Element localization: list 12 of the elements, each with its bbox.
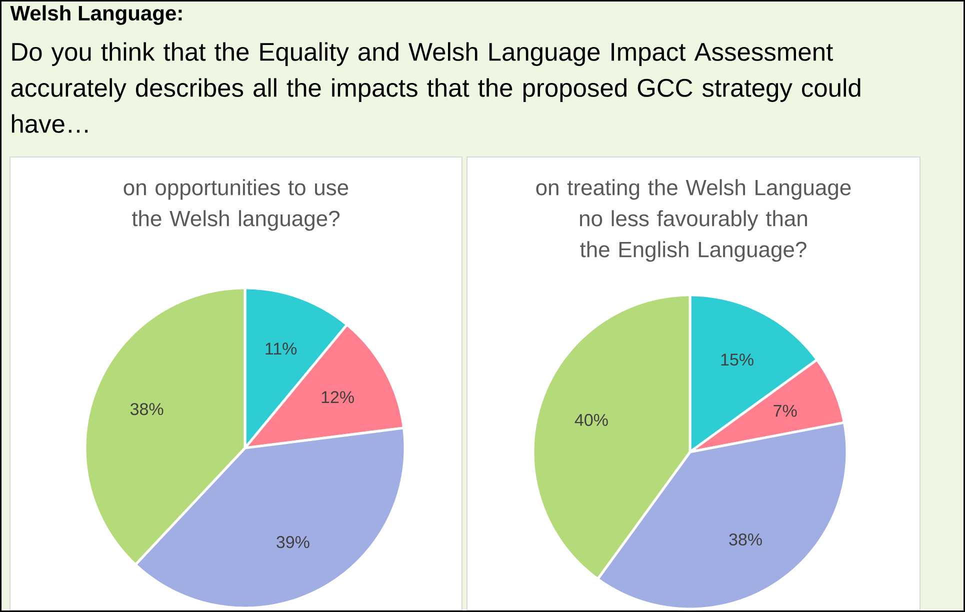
data-label: 12% [322, 391, 354, 404]
data-label: 7% [774, 404, 797, 417]
data-label: 11% [266, 342, 297, 355]
text: Welsh Language: [10, 5, 182, 25]
data-label: 39% [276, 536, 310, 548]
data-label: 38% [130, 403, 164, 416]
chart-title: on treating the Welsh Language no less favourably than the English Language? [536, 179, 851, 262]
data-label: 15% [721, 354, 754, 366]
data-label: 40% [574, 414, 608, 426]
chart-title: on opportunities to use the Welsh language? [124, 179, 348, 231]
text: Do you think that the Equality and Welsh Language Impact Assessment accurately describes all the impacts that the proposed GCC strategy could have… [11, 42, 860, 133]
data-label: 38% [729, 533, 762, 546]
